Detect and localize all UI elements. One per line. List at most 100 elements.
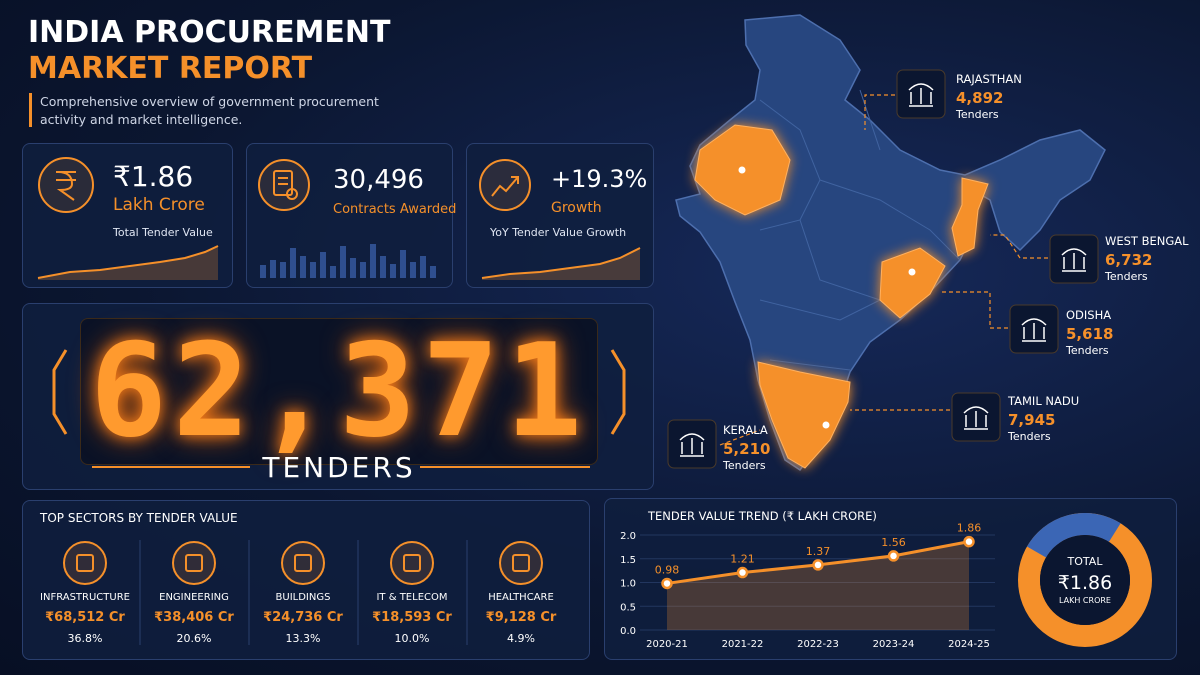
sector-icon [172, 541, 216, 585]
kpi-value: ₹1.86 [113, 160, 194, 193]
sector-share: 13.3% [285, 632, 321, 645]
sparkline-area [482, 248, 640, 280]
counter-value: 62,371 [89, 317, 589, 466]
sector-name: HEALTHCARE [488, 592, 554, 603]
sector-icon [390, 541, 434, 585]
state-name: RAJASTHAN [956, 72, 1022, 86]
donut-unit: LAKH CRORE [1059, 596, 1111, 605]
sparkline [37, 245, 219, 279]
state-name: KERALA [723, 423, 768, 437]
y-tick-label: 2.0 [620, 531, 636, 542]
value-label: 1.21 [730, 553, 755, 566]
trend-point [887, 550, 900, 562]
sector-icon [499, 541, 543, 585]
donut-label: TOTAL [1067, 555, 1104, 568]
state-unit: Tenders [1066, 344, 1109, 357]
sector-icon-glyph [76, 554, 94, 572]
state-unit: Tenders [1008, 430, 1051, 443]
value-label: 1.37 [806, 545, 831, 558]
state-value: 4,892 [956, 89, 1004, 107]
counter-brackets [52, 349, 626, 435]
sector-icon-glyph [185, 554, 203, 572]
x-tick-label: 2022-23 [797, 639, 839, 650]
kpi-value: +19.3% [551, 165, 648, 193]
chart-title: TENDER VALUE TREND (₹ LAKH CRORE) [648, 509, 877, 523]
x-tick-label: 2020-21 [646, 639, 688, 650]
value-label: 1.56 [881, 536, 906, 549]
sector-value: ₹18,593 Cr [372, 610, 452, 625]
sectors-panel [22, 500, 590, 660]
state-icon-glyph [1061, 248, 1087, 272]
counter-display [80, 318, 598, 465]
kpi-label: Contracts Awarded [333, 202, 457, 217]
callout-lines [719, 94, 1048, 446]
x-tick-label: 2021-22 [722, 639, 764, 650]
trend-point [661, 577, 673, 590]
sector-icon-glyph [403, 554, 421, 572]
value-label: 0.98 [655, 563, 680, 576]
map-pins [735, 163, 919, 432]
mini-bars [260, 244, 436, 278]
trend-point [812, 559, 824, 571]
sector-icon-glyph [294, 554, 312, 572]
sector-value: ₹38,406 Cr [154, 610, 234, 625]
kpi-caption: YoY Tender Value Growth [490, 226, 627, 239]
donut-arc [1018, 513, 1152, 647]
y-tick-label: 1.0 [620, 579, 636, 590]
state-name: ODISHA [1066, 308, 1112, 322]
kpi-card [466, 143, 654, 288]
state-name: TAMIL NADU [1008, 394, 1080, 408]
state-icon-glyph [908, 83, 934, 107]
donut-value: ₹1.86 [1058, 572, 1112, 594]
x-tick-label: 2024-25 [948, 639, 990, 650]
kpi-label: Growth [551, 200, 602, 216]
sector-icon [63, 541, 107, 585]
state-borders [759, 89, 961, 371]
y-tick-label: 1.5 [620, 555, 636, 566]
state-unit: Tenders [1105, 270, 1148, 283]
kpi-caption: Total Tender Value [113, 226, 213, 239]
sector-icon [281, 541, 325, 585]
trend-point [736, 566, 749, 579]
state-unit: Tenders [723, 459, 766, 472]
sector-value: ₹24,736 Cr [263, 610, 343, 625]
sector-value: ₹9,128 Cr [485, 610, 557, 625]
y-tick-label: 0.5 [620, 602, 636, 613]
title: INDIA PROCUREMENT [28, 15, 391, 50]
state-name: WEST BENGAL [1105, 234, 1189, 248]
state-unit: Tenders [956, 108, 999, 121]
value-label: 1.86 [957, 522, 982, 535]
sector-name: INFRASTRUCTURE [40, 592, 130, 603]
state-value: 5,210 [723, 440, 771, 458]
state-icon-glyph [679, 433, 705, 457]
sector-share: 10.0% [394, 632, 430, 645]
state-icon-glyph [963, 406, 989, 430]
sector-name: IT & TELECOM [376, 592, 448, 603]
kpi-value: 30,496 [333, 165, 424, 195]
kpi-card [22, 143, 233, 288]
kpi-label: Lakh Crore [113, 195, 205, 215]
sector-name: BUILDINGS [275, 592, 331, 603]
highlighted-states [694, 124, 989, 469]
sector-share: 20.6% [176, 632, 212, 645]
state-value: 7,945 [1008, 411, 1056, 429]
sector-name: ENGINEERING [159, 592, 229, 603]
title: MARKET REPORT [28, 51, 313, 86]
subtitle: Comprehensive overview of government pro… [40, 94, 379, 128]
trend-area [667, 541, 969, 630]
donut-hole [1040, 535, 1130, 625]
state-value: 6,732 [1105, 251, 1153, 269]
accent-bar [29, 93, 32, 127]
sparkline-area [38, 246, 218, 280]
y-tick-label: 0.0 [620, 626, 636, 637]
sparkline [481, 247, 641, 279]
sector-value: ₹68,512 Cr [45, 610, 125, 625]
kpi-icons [38, 157, 531, 213]
state-value: 5,618 [1066, 325, 1114, 343]
sector-share: 36.8% [67, 632, 103, 645]
sector-share: 4.9% [507, 632, 535, 645]
sector-icon-glyph [512, 554, 530, 572]
trend-point [963, 535, 975, 548]
